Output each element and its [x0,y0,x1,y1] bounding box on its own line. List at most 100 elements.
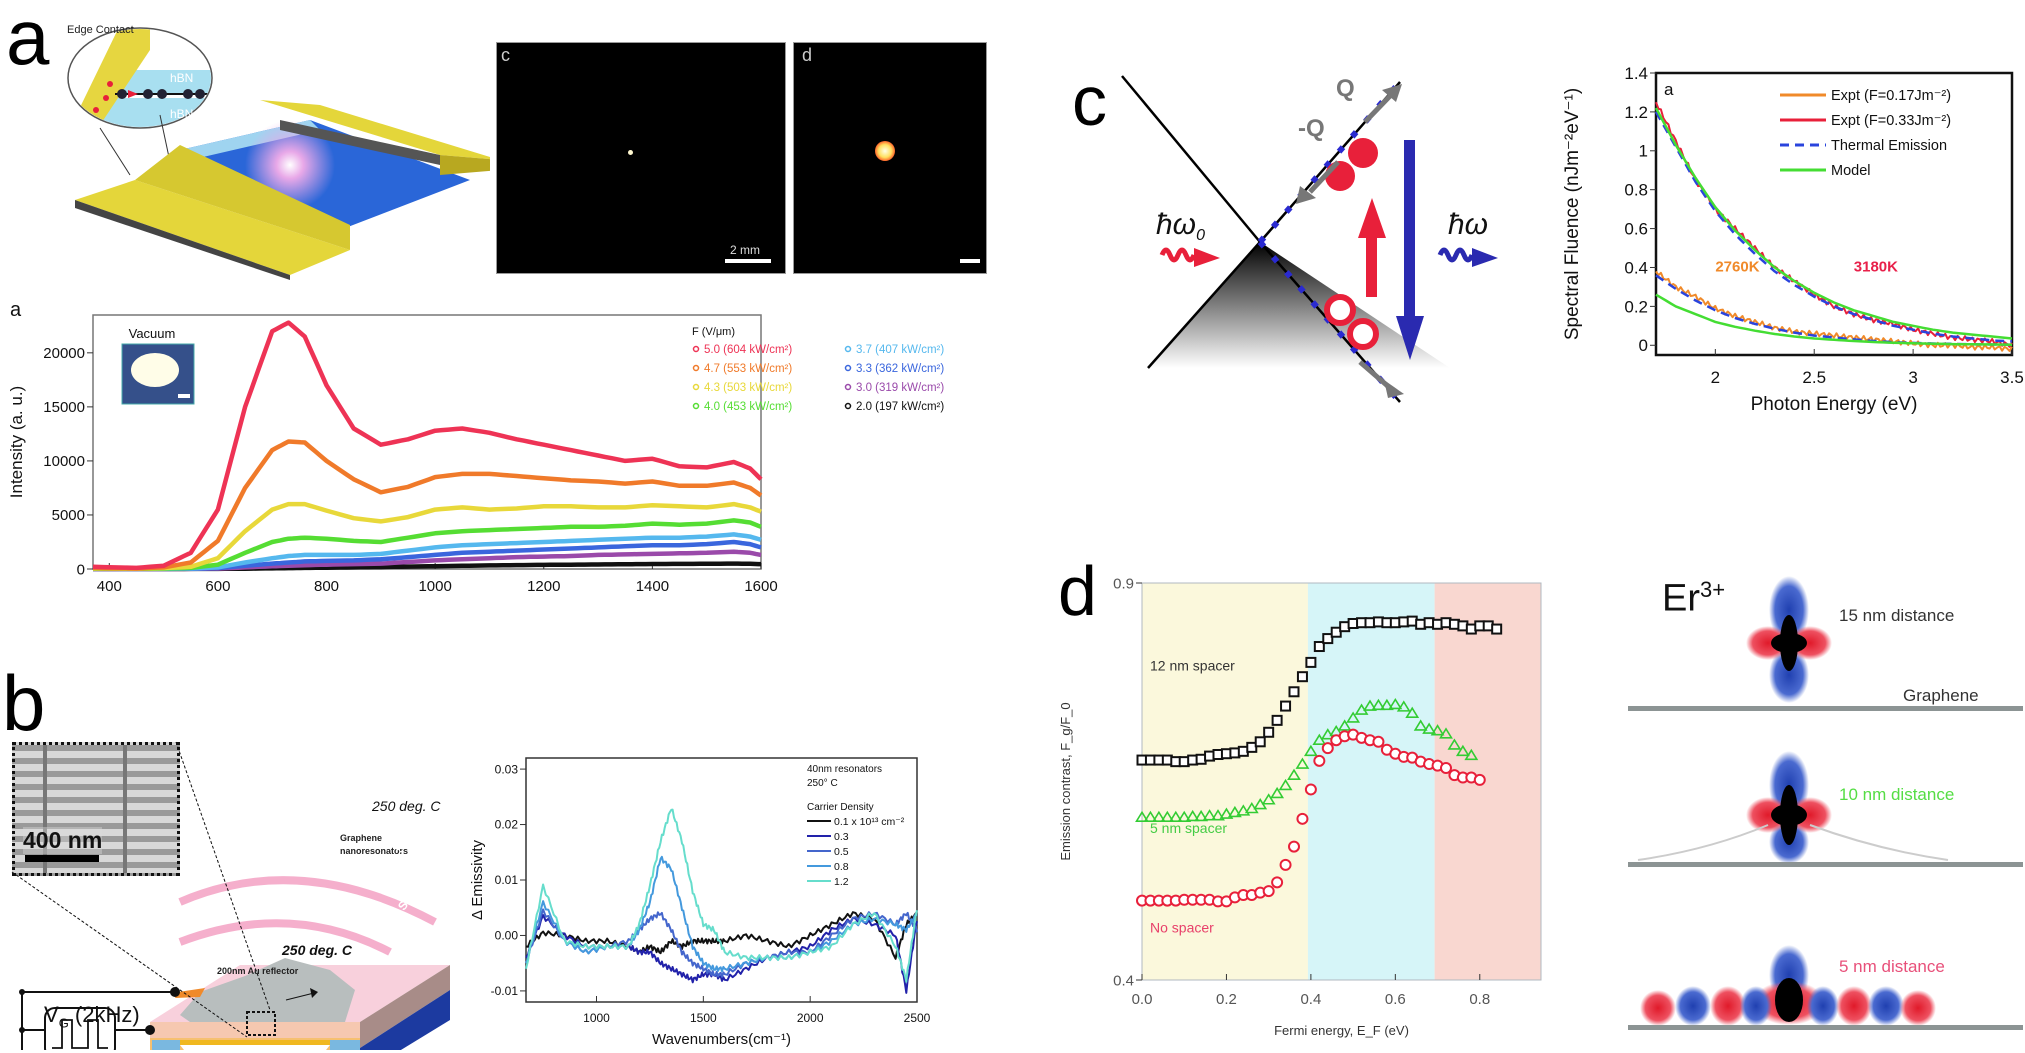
data-point-circle [1372,735,1385,748]
legend-marker [844,364,852,372]
data-point-triangle [1135,810,1149,823]
er-text: Er [1662,577,1700,620]
legend-marker [692,345,700,353]
data-point-triangle [1227,805,1242,818]
x-tick-label: 1200 [527,578,560,595]
y-tick-label: -0.01 [491,984,519,998]
photo-c-light-spot [628,150,633,155]
photo-c: c 2 mm [496,42,786,274]
data-point-triangle [1177,810,1192,823]
dipole-5nm [1640,945,1936,1026]
legend-title: F (V/μm) [692,326,735,338]
dirac-cone-line-1 [1121,75,1261,243]
legend-marker [844,402,852,410]
plot-frame [525,757,918,1003]
x-tick-label: 0.0 [1132,991,1153,1008]
chart-panel-letter: a [1664,80,1674,99]
graphene-sheet-3 [1628,1025,2023,1030]
graphene-flake [180,958,355,1022]
data-point-circle [1304,783,1317,796]
series-line [1654,107,2013,340]
data-point-triangle [1219,807,1234,819]
data-point-circle [1440,762,1452,775]
data-point-triangle [1413,719,1428,731]
data-point-triangle [1287,768,1301,780]
emission-contrast-chart: 0.0 0.2 0.4 0.6 0.8 0.4 0.9 Fermi energy, E_F (… [1058,575,1542,1038]
series-line [93,501,762,571]
series-line [1654,111,2013,343]
incident-photon-wave [1159,247,1197,263]
data-point-square [1296,671,1308,683]
data-point-circle [1313,754,1326,767]
gate-sub: G [58,1015,69,1031]
data-point-square [1271,714,1283,726]
y-tick-label: 0.01 [495,873,519,887]
data-point-triangle [1211,809,1225,821]
legend-entry: 0.5 [834,846,849,858]
x-tick-label: 3 [1908,368,1917,387]
graphene-sheet-2 [1628,862,2023,867]
si-frame [360,990,450,1050]
inset-hbn-bottom: hBN [170,107,193,121]
photo-d-light-spot [875,141,895,161]
graphene-nanoresonator-schematic [19,876,450,1050]
gate-v: V [44,1002,59,1027]
panel-letter-a: a [6,0,50,81]
data-point-square [1305,656,1317,668]
data-point-circle [1279,858,1292,871]
y-tick-label: 0.4 [1624,258,1648,277]
y-tick-label: 1.2 [1624,103,1648,122]
series-line [1655,274,2013,346]
hw0-sub: 0 [1196,227,1205,244]
series-line [525,808,918,983]
au-reflector-label: 200nm Au reflector [217,966,299,976]
temperature-annotation: 3180K [1854,258,1898,275]
data-point-triangle [1337,719,1352,731]
data-point-triangle [1371,698,1386,711]
sem-image-inset: 400 nm [12,742,180,876]
series-line [92,439,763,571]
y-tick-label: 5000 [52,507,85,524]
dirac-cone-diagram: Q -Q ħω0 ħω [1121,75,1498,404]
data-point-square [1254,736,1266,748]
spectral-fluence-chart: 2 2.5 3 3.5 0 0.2 0.4 0.6 0.8 1 1.2 1.4 Photon Energ… [1562,64,2024,415]
gate-freq: (2kHz) [68,1002,140,1027]
legend-entry: 3.7 (407 kW/cm²) [856,344,944,356]
er-ion-label: Er3+ [1662,577,1725,621]
plot-frame [92,314,762,570]
chart-panel-letter: a [10,299,22,321]
hw0-text: ħω [1156,208,1196,241]
sin-layer [360,965,450,1048]
photo-d: d [793,42,987,274]
graphene-sheet-1 [1628,706,2023,711]
series-label: No spacer [1150,919,1214,935]
gold-contact-left [75,180,350,275]
data-point-triangle [1439,727,1453,739]
data-point-circle [1473,773,1486,786]
plot-frame [1654,71,2014,357]
x-axis-label: Photon Energy (eV) [1751,394,1918,415]
data-point-triangle [1270,786,1285,799]
legend-entry: 4.7 (553 kW/cm²) [704,363,792,375]
x-tick-label: 2.5 [1802,368,1826,387]
x-axis-label: Wavelength (nm) [363,598,492,600]
legend-entry: Model [1831,163,1871,179]
data-point-triangle [1320,728,1335,740]
data-point-triangle [1303,744,1318,757]
q-arrow [1382,84,1402,102]
data-point-triangle [1447,738,1462,750]
data-point-triangle [1388,697,1403,710]
graphene-label-1: Graphene [340,833,383,843]
series-line [92,320,763,571]
data-point-triangle [1295,757,1310,769]
data-point-triangle [1143,810,1158,823]
emitted-photon-wave [1437,247,1475,263]
series-label: 12 nm spacer [1150,657,1235,673]
neg-q-arrow [1296,186,1316,204]
x-tick-label: 0.6 [1385,991,1406,1008]
data-point-square [1280,700,1292,712]
inset-title: Edge Contact [67,24,134,36]
data-point-square [1330,626,1342,638]
hole-2 [1347,318,1379,350]
data-point-square [1246,741,1258,753]
